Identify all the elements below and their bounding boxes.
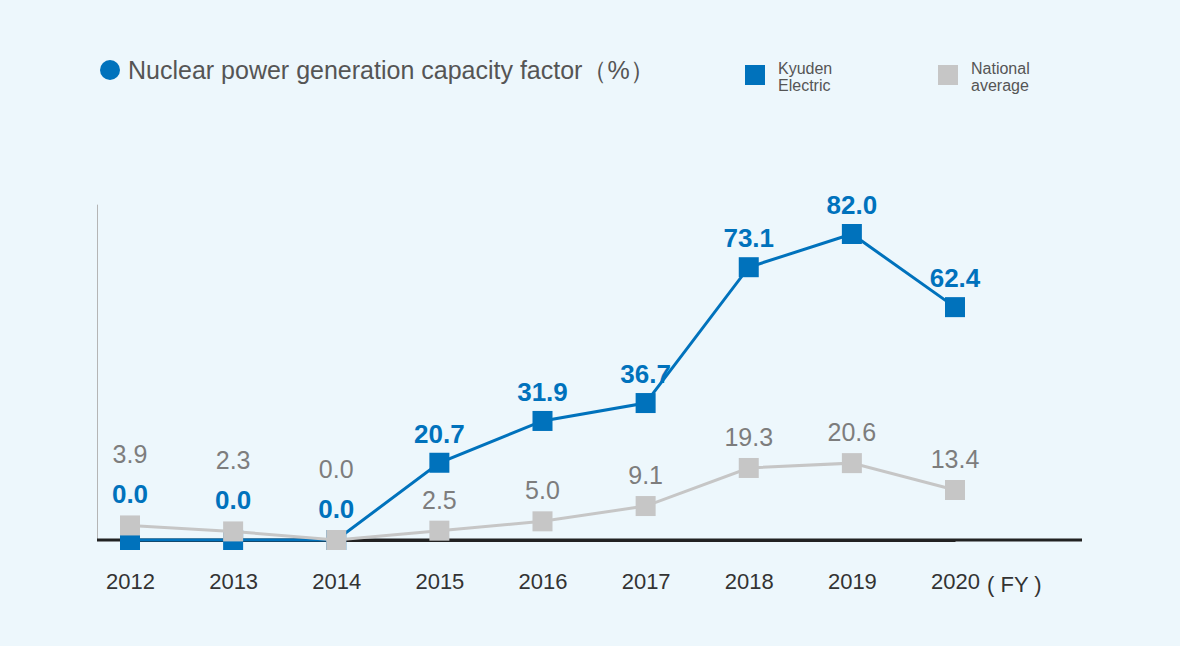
legend-swatch [745,65,765,85]
data-label: 31.9 [517,377,568,407]
x-tick: 2018 [725,540,774,594]
x-tick: 2015 [415,540,464,594]
x-tick-label: 2016 [519,569,568,594]
x-tick: 2017 [622,540,671,594]
x-tick: 2016 [519,540,568,594]
series-marker [533,511,553,531]
series-line [130,234,955,540]
legend-label: Nationalaverage [971,60,1030,94]
x-tick-label: 2017 [622,569,671,594]
series-marker [429,521,449,541]
data-label: 62.4 [930,263,981,293]
data-label: 82.0 [827,190,878,220]
legend-label: KyudenElectric [778,60,832,94]
series-marker [326,530,346,550]
series-marker [120,515,140,535]
series-marker [842,453,862,473]
y-axis-line [97,205,98,541]
data-label: 0.0 [319,455,354,483]
data-label: 0.0 [318,494,354,524]
series-marker [945,480,965,500]
series-marker [842,224,862,244]
plot-area [120,224,965,550]
data-label: 20.7 [414,419,465,449]
title-bullet [100,60,120,80]
series-marker [739,458,759,478]
data-label: 19.3 [724,423,773,451]
data-label: 20.6 [828,418,877,446]
y-axis [97,205,99,541]
data-label: 5.0 [525,476,560,504]
data-label: 73.1 [723,223,774,253]
x-tick-label: 2019 [828,569,877,594]
data-label: 9.1 [628,461,663,489]
data-label: 13.4 [931,445,980,473]
series-marker [636,496,656,516]
x-tick-label: 2015 [415,569,464,594]
x-tick-label: 2018 [725,569,774,594]
data-label: 3.9 [113,440,148,468]
series-marker [326,530,346,550]
series-marker [533,411,553,431]
data-label: 0.0 [112,479,148,509]
series-marker [223,521,243,541]
series-marker [739,257,759,277]
series-line [130,463,955,540]
x-tick-label: 2020 [931,569,980,594]
x-tick-label: 2014 [312,569,361,594]
data-label: 36.7 [620,359,671,389]
legend-swatch [938,65,958,85]
x-tick: 2020 [931,540,980,594]
series-marker [636,393,656,413]
chart: Nuclear power generation capacity factor… [0,0,1180,646]
title: Nuclear power generation capacity factor… [128,56,655,84]
series-marker [945,297,965,317]
x-tick-label: 2012 [106,569,155,594]
x-tick-label: 2013 [209,569,258,594]
series-marker [429,453,449,473]
data-label: 2.3 [216,446,251,474]
data-label: 0.0 [215,485,251,515]
x-axis-title: ( FY ) [987,572,1042,597]
x-tick: 2019 [828,540,877,594]
data-label: 2.5 [422,486,457,514]
